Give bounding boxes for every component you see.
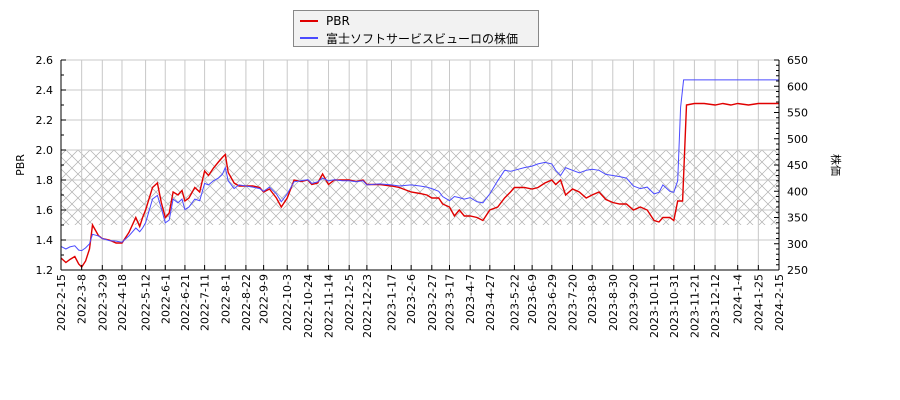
x-tick-label: 2022-10-24	[302, 274, 315, 338]
x-tick-label: 2022-6-1	[159, 274, 172, 324]
x-tick-label: 2023-8-30	[607, 274, 620, 331]
legend: PBR 富士ソフトサービスビューロの株価	[293, 10, 539, 47]
x-tick-label: 2022-3-29	[96, 274, 109, 331]
x-tick-label: 2024-1-25	[752, 274, 765, 331]
right-axis-title: 株価	[829, 154, 843, 176]
stock-price-line	[60, 79, 779, 252]
y-tick-label: 2.0	[36, 144, 54, 157]
x-tick-label: 2024-2-15	[773, 274, 786, 331]
x-tick-label: 2022-10-3	[281, 274, 294, 331]
x-tick-label: 2023-10-11	[648, 274, 661, 338]
y-tick-label: 1.2	[36, 264, 54, 277]
x-tick-label: 2023-6-9	[526, 274, 539, 324]
x-tick-label: 2023-1-17	[385, 274, 398, 331]
y-tick-label: 2.6	[36, 54, 54, 67]
x-tick-label: 2023-10-31	[668, 274, 681, 338]
x-tick-label: 2023-12-12	[709, 274, 722, 338]
x-tick-label: 2023-4-7	[464, 274, 477, 324]
x-tick-label: 2022-8-1	[219, 274, 232, 324]
y-tick-label: 1.8	[36, 174, 54, 187]
x-tick-label: 2023-7-20	[566, 274, 579, 331]
x-tick-label: 2023-11-21	[688, 274, 701, 338]
x-tick-label: 2023-8-9	[586, 274, 599, 324]
x-tick-labels: 2022-2-15 2022-3-8 2022-3-29 2022-4-18 2022-…	[55, 274, 786, 338]
y2-tick-label: 300	[787, 238, 808, 251]
x-tick-label: 2024-1-4	[732, 274, 745, 324]
y2-tick-label: 400	[787, 185, 808, 198]
y2-tick-label: 350	[787, 212, 808, 225]
x-tick-label: 2022-6-21	[179, 274, 192, 331]
x-tick-label: 2023-2-6	[405, 274, 418, 324]
x-tick-label: 2022-3-8	[76, 274, 89, 324]
x-tick-label: 2023-9-20	[627, 274, 640, 331]
x-tick-label: 2023-2-27	[426, 274, 439, 331]
legend-swatch-red	[300, 20, 318, 22]
pbr-line	[60, 102, 779, 269]
y2-tick-label: 600	[787, 80, 808, 93]
right-y-tick-labels: 250 300 350 400 450 500 550 600 650	[787, 54, 808, 277]
x-tick-label: 2022-2-15	[55, 274, 68, 331]
x-tick-label: 2022-8-22	[240, 274, 253, 331]
x-tick-label: 2022-12-23	[361, 274, 374, 338]
x-tick-label: 2022-4-18	[116, 274, 129, 331]
x-tick-label: 2023-4-27	[484, 274, 497, 331]
legend-label: 富士ソフトサービスビューロの株価	[326, 31, 519, 46]
x-tick-label: 2022-9-9	[258, 274, 271, 324]
legend-item-stock-price: 富士ソフトサービスビューロの株価	[300, 30, 518, 46]
y-tick-label: 2.4	[36, 84, 54, 97]
x-tick-label: 2022-11-14	[323, 274, 336, 338]
y-tick-label: 1.4	[36, 234, 54, 247]
shaded-band	[61, 150, 779, 225]
legend-swatch-blue	[300, 37, 318, 39]
x-tick-label: 2023-5-22	[508, 274, 521, 331]
x-tick-label: 2023-6-29	[546, 274, 559, 331]
y-tick-label: 1.6	[36, 204, 54, 217]
left-y-tick-labels: 1.2 1.4 1.6 1.8 2.0 2.2 2.4 2.6	[36, 54, 54, 277]
x-tick-label: 2022-5-12	[140, 274, 153, 331]
x-tick-label: 2023-3-17	[444, 274, 457, 331]
series-lines	[60, 79, 779, 269]
legend-label: PBR	[326, 14, 350, 28]
x-tick-label: 2022-7-11	[199, 274, 212, 331]
y2-tick-label: 500	[787, 133, 808, 146]
left-axis-title: PBR	[14, 154, 27, 176]
x-tick-label: 2022-12-5	[343, 274, 356, 331]
y2-tick-label: 450	[787, 159, 808, 172]
y2-tick-label: 550	[787, 107, 808, 120]
axes	[60, 59, 780, 271]
y-tick-label: 2.2	[36, 114, 54, 127]
legend-item-pbr: PBR	[300, 13, 350, 29]
y2-tick-label: 650	[787, 54, 808, 67]
y2-tick-label: 250	[787, 264, 808, 277]
